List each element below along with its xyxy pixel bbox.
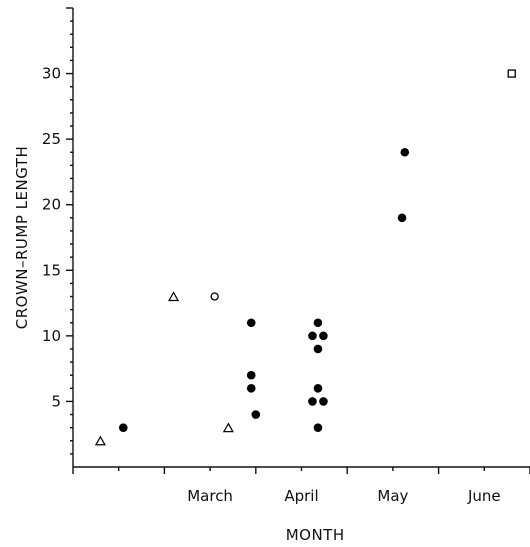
data-point-filled-circle — [319, 397, 328, 406]
y-axis-title: CROWN–RUMP LENGTH — [13, 146, 31, 330]
data-point-filled-circle — [246, 370, 256, 380]
y-tick-label: 15 — [42, 261, 61, 279]
data-point-filled-circle — [319, 331, 328, 341]
data-point-filled-circle — [397, 213, 407, 223]
data-point-open-square — [507, 69, 516, 78]
y-tick-label: 5 — [51, 392, 61, 410]
data-point-filled-circle — [308, 331, 317, 341]
data-point-filled-circle — [313, 318, 323, 328]
y-tick-label: 20 — [42, 196, 61, 214]
x-tick-label-april: April — [284, 487, 318, 505]
data-point-open-triangle — [94, 435, 106, 446]
data-point-filled-circle — [313, 384, 323, 393]
x-tick-label-june: June — [467, 487, 501, 505]
x-tick-label-march: March — [187, 487, 233, 505]
y-tick-label: 10 — [42, 327, 61, 345]
data-point-filled-circle — [313, 344, 323, 354]
data-point-open-triangle — [168, 291, 180, 302]
data-point-filled-circle — [313, 423, 323, 432]
tick-labels: 5 10 15 20 25 30 March April May June — [42, 65, 501, 505]
data-point-filled-circle — [308, 397, 317, 406]
axes — [66, 7, 530, 474]
data-point-open-circle — [210, 292, 219, 301]
x-tick-label-may: May — [377, 487, 408, 505]
y-tick-label: 30 — [42, 65, 61, 83]
data-point-open-triangle — [222, 422, 234, 433]
data-point-filled-circle — [246, 318, 256, 328]
data-point-filled-circle — [246, 384, 256, 393]
data-point-filled-circle — [251, 410, 261, 419]
data-point-filled-circle — [118, 423, 128, 432]
data-point-filled-circle — [400, 147, 410, 157]
x-axis-title: MONTH — [286, 526, 345, 544]
data-points — [94, 69, 516, 446]
y-tick-label: 25 — [42, 130, 61, 148]
